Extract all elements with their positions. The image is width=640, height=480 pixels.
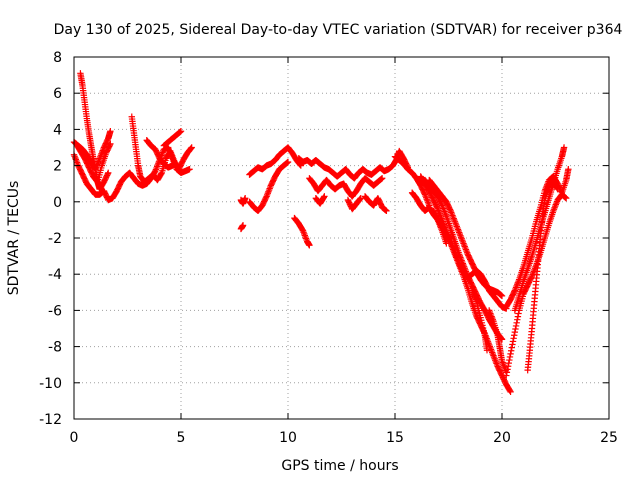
y-tick-label: -12 xyxy=(39,412,62,428)
data-point xyxy=(378,175,386,182)
data-point xyxy=(505,359,512,367)
y-tick-label: 8 xyxy=(53,50,62,66)
y-tick-label: -4 xyxy=(48,267,62,283)
y-tick-label: 2 xyxy=(53,159,62,175)
data-point xyxy=(508,344,515,351)
data-point xyxy=(106,141,113,149)
data-point xyxy=(503,372,510,379)
y-tick-label: -6 xyxy=(48,303,62,319)
data-point xyxy=(446,206,454,213)
data-point xyxy=(515,310,522,317)
y-tick-label: 6 xyxy=(53,86,62,102)
data-point xyxy=(262,194,270,201)
grid-lines xyxy=(74,57,609,419)
data-point xyxy=(239,222,247,229)
x-tick-label: 20 xyxy=(493,430,511,446)
data-point xyxy=(507,350,514,358)
data-point xyxy=(507,388,514,396)
data-point xyxy=(512,325,519,333)
x-tick-label: 10 xyxy=(279,430,297,446)
data-point xyxy=(509,341,516,348)
data-point xyxy=(506,353,514,361)
data-point xyxy=(513,319,520,327)
data-point xyxy=(433,204,441,211)
x-tick-label: 5 xyxy=(177,430,186,446)
data-point xyxy=(510,335,517,342)
data-point xyxy=(554,185,561,193)
data-point xyxy=(498,292,506,300)
y-tick-label: 4 xyxy=(53,122,62,138)
y-tick-label: -10 xyxy=(39,376,62,392)
data-point xyxy=(105,169,112,177)
data-point xyxy=(242,194,249,202)
series-0 xyxy=(70,70,572,396)
data-point xyxy=(157,170,165,178)
data-point xyxy=(284,158,292,166)
x-tick-label: 0 xyxy=(70,430,79,446)
data-point xyxy=(511,332,518,339)
data-point xyxy=(107,128,114,135)
data-point xyxy=(565,166,572,173)
data-point xyxy=(509,338,517,345)
data-point xyxy=(503,369,511,376)
data-point xyxy=(514,313,522,320)
data-point xyxy=(104,170,111,178)
data-point xyxy=(504,366,511,373)
data-point xyxy=(383,207,390,215)
data-point xyxy=(528,274,535,281)
tick-marks xyxy=(73,56,610,420)
data-point xyxy=(512,322,520,330)
data-point xyxy=(563,194,570,202)
chart-title: Day 130 of 2025, Sidereal Day-to-day VTE… xyxy=(54,22,623,38)
data-point xyxy=(506,387,514,395)
data-point xyxy=(507,347,515,354)
data-point xyxy=(187,145,195,152)
data-point xyxy=(483,347,491,354)
data-point xyxy=(421,190,428,197)
y-tick-label: -2 xyxy=(48,231,62,247)
data-markers xyxy=(70,70,572,396)
data-point xyxy=(514,316,521,323)
data-point xyxy=(320,194,327,201)
data-point xyxy=(177,128,185,135)
y-axis-label: SDTVAR / TECUs xyxy=(6,181,22,296)
data-point xyxy=(443,240,450,247)
data-point xyxy=(321,193,328,200)
data-point xyxy=(188,144,195,151)
data-point xyxy=(560,144,568,151)
data-point xyxy=(107,140,114,148)
data-point xyxy=(356,195,364,203)
data-point xyxy=(357,194,364,202)
y-tick-label: -8 xyxy=(48,340,62,356)
data-point xyxy=(553,184,561,192)
data-point xyxy=(173,160,180,167)
x-tick-label: 15 xyxy=(386,430,404,446)
data-point xyxy=(306,242,313,249)
y-tick-labels: -12 -10 -8 -6 -4 -2 0 2 4 6 8 xyxy=(39,50,62,428)
data-point xyxy=(506,356,513,364)
x-axis-label: GPS time / hours xyxy=(281,458,398,474)
data-point xyxy=(438,200,445,208)
data-point xyxy=(511,288,518,295)
y-tick-label: 0 xyxy=(53,195,62,211)
x-tick-label: 25 xyxy=(600,430,618,446)
data-point xyxy=(433,215,441,222)
data-point xyxy=(504,363,512,370)
data-point xyxy=(186,166,193,173)
data-point xyxy=(511,328,519,336)
x-tick-labels: 0 5 10 15 20 25 xyxy=(70,430,618,446)
